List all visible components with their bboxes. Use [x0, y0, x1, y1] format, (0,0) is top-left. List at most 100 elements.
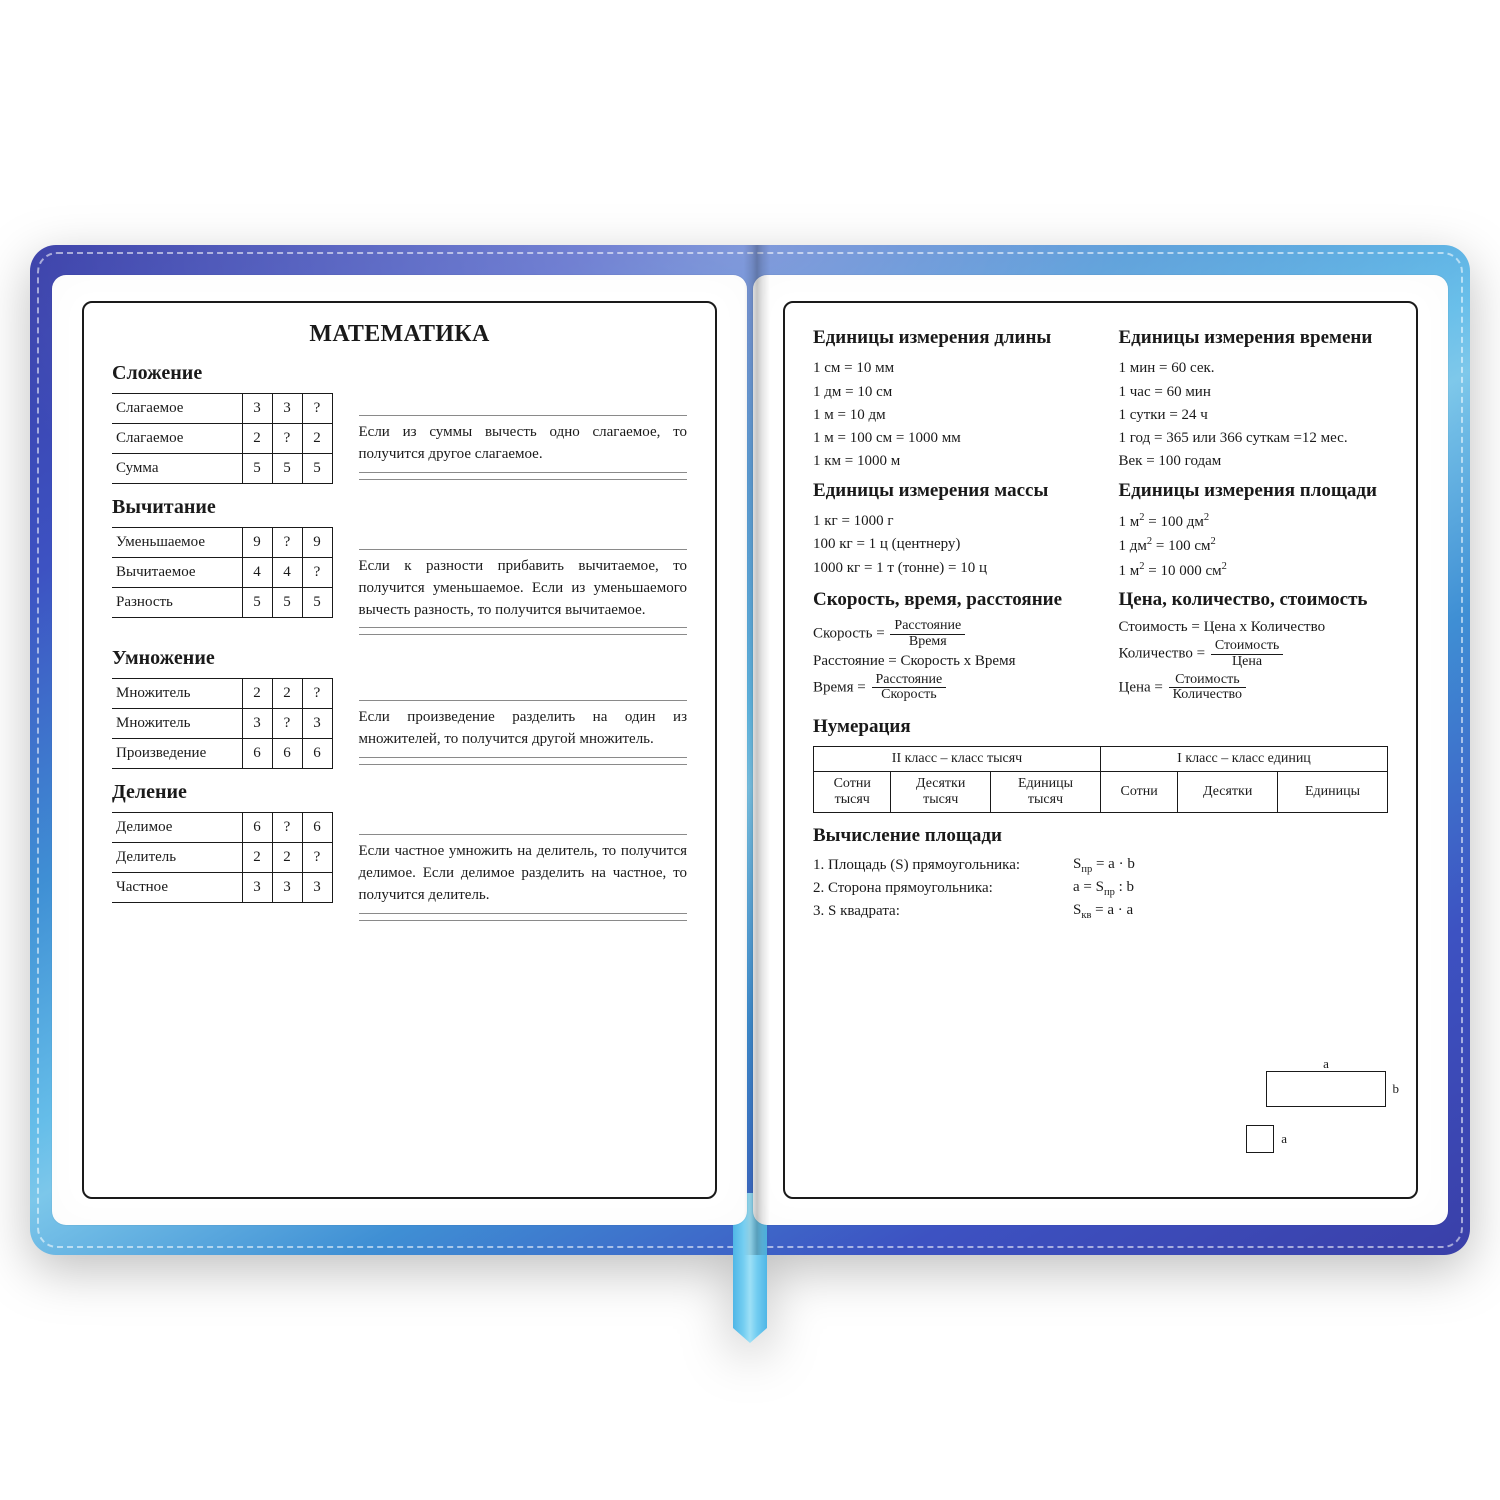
- cell-value: 6: [242, 813, 272, 843]
- row-label: Множитель: [112, 679, 242, 709]
- operation-block: Уменьшаемое9?9Вычитаемое44?Разность555Ес…: [112, 527, 687, 635]
- unit-line: 1 дм = 10 см: [813, 381, 1083, 404]
- price-eq-1: Стоимость = Цена х Количество: [1119, 619, 1389, 636]
- num-top-2: I класс – класс единиц: [1100, 747, 1387, 772]
- areacalc-formula: Sкв = a · a: [1073, 902, 1203, 921]
- areacalc-formula: Sпр = a · b: [1073, 856, 1203, 875]
- row-label: Множитель: [112, 709, 242, 739]
- unit-line: 1 м2 = 10 000 см2: [1119, 559, 1389, 583]
- cell-value: 2: [242, 843, 272, 873]
- time-heading: Единицы измерения времени: [1119, 327, 1389, 349]
- row-label: Делитель: [112, 843, 242, 873]
- svr-eq-2: Расстояние = Скорость х Время: [813, 653, 1083, 670]
- operation-table: Уменьшаемое9?9Вычитаемое44?Разность555: [112, 527, 333, 618]
- unit-line: 1 м = 10 дм: [813, 404, 1083, 427]
- cell-value: 3: [242, 709, 272, 739]
- cell-value: ?: [302, 394, 332, 424]
- cell-value: 3: [242, 873, 272, 903]
- areacalc-text: 2. Сторона прямоугольника:: [813, 880, 1073, 897]
- right-page: Единицы измерения длины 1 см = 10 мм1 дм…: [753, 275, 1448, 1225]
- row-label: Слагаемое: [112, 424, 242, 454]
- cell-value: 2: [272, 679, 302, 709]
- operation-block: Делимое6?6Делитель22?Частное333Если част…: [112, 812, 687, 920]
- cell-value: 2: [272, 843, 302, 873]
- unit-line: 1 год = 365 или 366 суткам =12 мес.: [1119, 427, 1389, 450]
- operation-table: Слагаемое33?Слагаемое2?2Сумма555: [112, 393, 333, 484]
- svr-eq-1: Скорость = РасстояниеВремя: [813, 619, 1083, 649]
- cell-value: ?: [272, 709, 302, 739]
- operation-block: Множитель22?Множитель3?3Произведение666Е…: [112, 678, 687, 769]
- numeration-cell: Десяткитысяч: [891, 772, 991, 813]
- row-label: Уменьшаемое: [112, 528, 242, 558]
- unit-line: 1 час = 60 мин: [1119, 381, 1389, 404]
- row-label: Вычитаемое: [112, 558, 242, 588]
- cell-value: 5: [302, 588, 332, 618]
- right-page-frame: Единицы измерения длины 1 см = 10 мм1 дм…: [783, 301, 1418, 1199]
- areacalc-row: 3. S квадрата:Sкв = a · a: [813, 902, 1388, 921]
- row-label: Частное: [112, 873, 242, 903]
- price-eq-3: Цена = СтоимостьКоличество: [1119, 673, 1389, 703]
- mass-block: Единицы измерения массы 1 кг = 1000 г100…: [813, 474, 1083, 583]
- row-label: Произведение: [112, 739, 242, 769]
- cell-value: 4: [272, 558, 302, 588]
- cell-value: 5: [242, 454, 272, 484]
- cell-value: 3: [302, 873, 332, 903]
- cell-value: 2: [302, 424, 332, 454]
- unit-line: 1000 кг = 1 т (тонне) = 10 ц: [813, 557, 1083, 580]
- cell-value: 5: [302, 454, 332, 484]
- area-block: Единицы измерения площади 1 м2 = 100 дм2…: [1119, 474, 1389, 583]
- unit-line: Век = 100 годам: [1119, 450, 1389, 473]
- notebook: МАТЕМАТИКА СложениеСлагаемое33?Слагаемое…: [30, 245, 1470, 1255]
- section-heading: Умножение: [112, 647, 687, 670]
- unit-line: 1 м = 100 см = 1000 мм: [813, 427, 1083, 450]
- cell-value: 3: [272, 394, 302, 424]
- length-block: Единицы измерения длины 1 см = 10 мм1 дм…: [813, 321, 1083, 474]
- row-label: Сумма: [112, 454, 242, 484]
- row-label: Делимое: [112, 813, 242, 843]
- price-eq-2: Количество = СтоимостьЦена: [1119, 639, 1389, 669]
- unit-line: 1 кг = 1000 г: [813, 510, 1083, 533]
- numeration-cell: Десятки: [1178, 772, 1278, 813]
- square-shape: a: [1246, 1125, 1274, 1153]
- operation-rule: Если из суммы вычесть одно слагаемое, то…: [359, 393, 688, 480]
- left-page-frame: МАТЕМАТИКА СложениеСлагаемое33?Слагаемое…: [82, 301, 717, 1199]
- cell-value: 3: [242, 394, 272, 424]
- pages: МАТЕМАТИКА СложениеСлагаемое33?Слагаемое…: [52, 275, 1448, 1225]
- cell-value: 6: [242, 739, 272, 769]
- page-title: МАТЕМАТИКА: [112, 321, 687, 348]
- left-page: МАТЕМАТИКА СложениеСлагаемое33?Слагаемое…: [52, 275, 747, 1225]
- svr-eq-3: Время = РасстояниеСкорость: [813, 673, 1083, 703]
- cell-value: 9: [242, 528, 272, 558]
- operation-block: Слагаемое33?Слагаемое2?2Сумма555Если из …: [112, 393, 687, 484]
- price-block: Цена, количество, стоимость Стоимость = …: [1119, 583, 1389, 706]
- cell-value: 2: [242, 424, 272, 454]
- operation-table: Делимое6?6Делитель22?Частное333: [112, 812, 333, 903]
- rectangle-diagram: a b a: [1246, 1071, 1386, 1153]
- cell-value: 6: [302, 739, 332, 769]
- areacalc-row: 1. Площадь (S) прямоугольника:Sпр = a · …: [813, 856, 1388, 875]
- time-block: Единицы измерения времени 1 мин = 60 сек…: [1119, 321, 1389, 474]
- rectangle-shape: a b: [1266, 1071, 1386, 1107]
- areacalc-row: 2. Сторона прямоугольника:a = Sпр : b: [813, 879, 1388, 898]
- cell-value: ?: [272, 813, 302, 843]
- operation-rule: Если частное умножить на дели­тель, то п…: [359, 812, 688, 920]
- unit-line: 100 кг = 1 ц (центнеру): [813, 533, 1083, 556]
- cell-value: 6: [302, 813, 332, 843]
- cell-value: 2: [242, 679, 272, 709]
- cell-value: 3: [272, 873, 302, 903]
- price-heading: Цена, количество, стоимость: [1119, 589, 1389, 611]
- row-label: Слагаемое: [112, 394, 242, 424]
- cell-value: ?: [272, 528, 302, 558]
- cell-value: ?: [272, 424, 302, 454]
- section-heading: Деление: [112, 781, 687, 804]
- cell-value: 5: [272, 454, 302, 484]
- svr-block: Скорость, время, расстояние Скорость = Р…: [813, 583, 1083, 706]
- row-label: Разность: [112, 588, 242, 618]
- num-top-1: II класс – класс тысяч: [814, 747, 1101, 772]
- numeration-cell: Сотни: [1100, 772, 1177, 813]
- numeration-cell: Единицы: [1277, 772, 1387, 813]
- cell-value: 5: [272, 588, 302, 618]
- area-heading: Единицы измерения площади: [1119, 480, 1389, 502]
- areacalc-text: 3. S квадрата:: [813, 903, 1073, 920]
- svr-heading: Скорость, время, расстояние: [813, 589, 1083, 611]
